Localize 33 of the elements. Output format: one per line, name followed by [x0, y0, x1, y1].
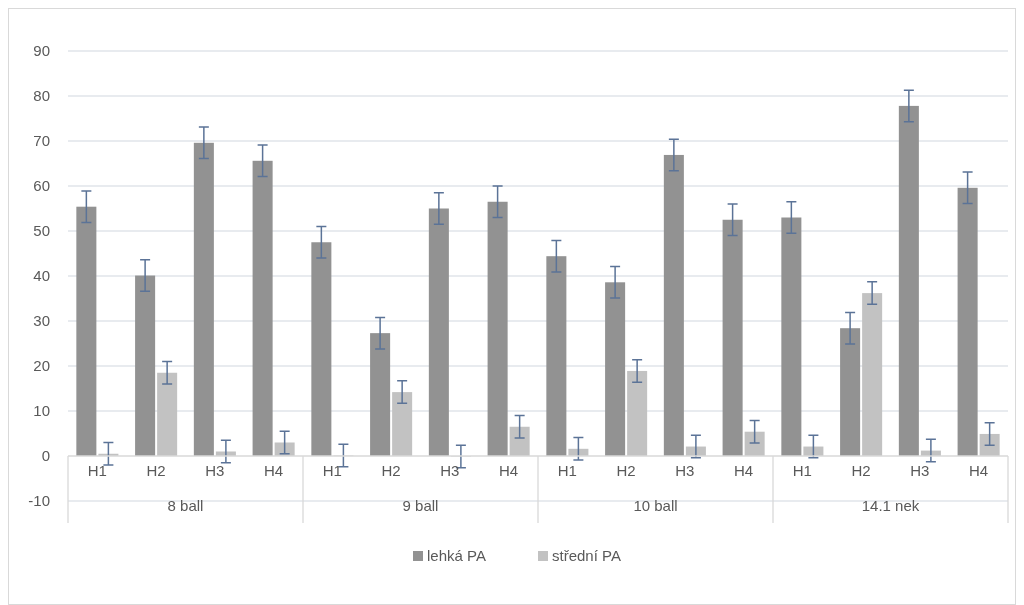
legend-label: lehká PA: [427, 547, 486, 565]
x-tick-label: H2: [616, 462, 636, 479]
annotation: 14.1 nek: [861, 497, 920, 514]
y-tick-label: 80: [33, 87, 50, 105]
y-tick-label: 70: [33, 132, 50, 150]
x-tick-label: H1: [87, 462, 107, 479]
x-tick-label: H2: [146, 462, 166, 479]
x-tick-label: H3: [675, 462, 695, 479]
y-tick-label: 40: [33, 267, 50, 285]
x-tick-label: H4: [734, 462, 754, 479]
y-tick-label: 30: [33, 312, 50, 330]
annotation: 10 ball: [633, 497, 678, 514]
legend-label: střední PA: [552, 547, 621, 565]
x-tick-label: H1: [792, 462, 812, 479]
x-tick-label: H3: [440, 462, 460, 479]
y-tick-label: 90: [33, 42, 50, 60]
y-tick-label: 10: [33, 402, 50, 420]
y-tick-label: 60: [33, 177, 50, 195]
y-tick-label: 20: [33, 357, 50, 375]
x-tick-label: H1: [557, 462, 577, 479]
x-tick-label: H4: [264, 462, 284, 479]
y-tick-label: 0: [41, 447, 50, 465]
x-tick-label: H3: [910, 462, 930, 479]
x-tick-label: H1: [322, 462, 342, 479]
x-tick-label: H4: [499, 462, 519, 479]
x-tick-label: H4: [969, 462, 989, 479]
y-tick-label: 50: [33, 222, 50, 240]
x-tick-label: H2: [381, 462, 401, 479]
y-tick-label: -10: [28, 492, 50, 510]
annotation: 8 ball: [167, 497, 204, 514]
x-tick-label: H2: [851, 462, 871, 479]
annotation: 9 ball: [402, 497, 439, 514]
x-tick-label: H3: [205, 462, 225, 479]
